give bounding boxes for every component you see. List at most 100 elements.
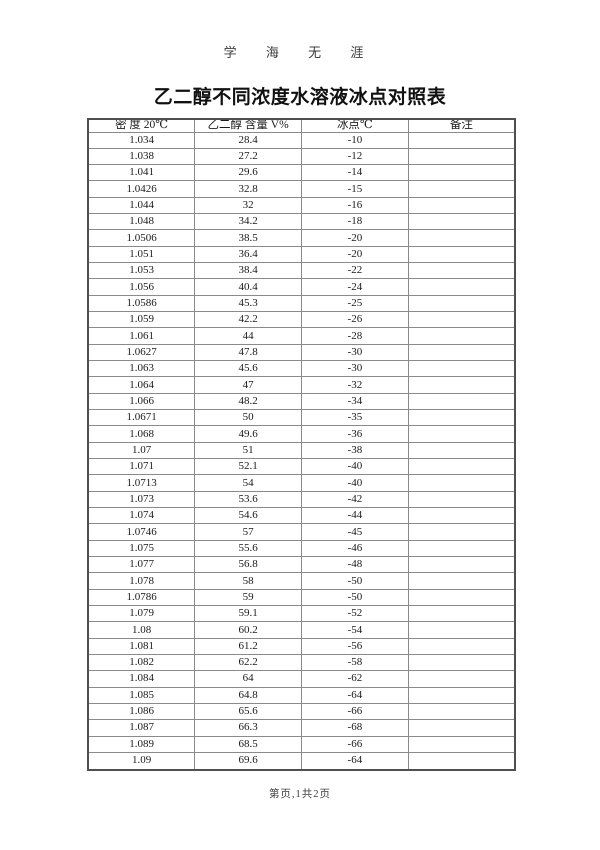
table-cell: 54.6 [194,507,302,525]
table-cell: -40 [301,474,409,492]
table-cell: 65.6 [194,702,302,721]
table-cell: 59 [194,588,302,607]
table-cell: 1.078 [87,572,196,590]
table-row: 1.044 32 -16 [87,196,516,215]
table-row: 1.073 53.6 -42 [87,490,516,509]
table-cell: -62 [301,670,409,688]
page-footer: 第页,1共2页 [268,789,332,800]
table-cell: -26 [301,311,409,329]
table-row: 1.0713 54 -40 [87,474,516,492]
table-cell: -35 [301,409,409,427]
table-cell: 1.089 [87,735,196,753]
table-row: 1.074 54.6 -44 [87,507,516,525]
table-row: 1.087 66.3 -68 [87,719,516,737]
column-header-freezing-point: 冰点℃ [301,118,409,133]
table-cell [407,735,516,753]
table-cell: 32 [194,196,302,215]
freezing-point-table: 密 度 20℃ 乙二醇 含量 V% 冰点℃ 备注 1.034 28.4 -10 1.0… [87,118,516,771]
table-cell: 64 [194,670,302,688]
table-cell: -10 [301,131,409,149]
table-row: 1.038 27.2 -12 [87,147,516,166]
table-cell: -22 [301,262,409,280]
table-cell: 54 [194,474,302,492]
table-cell [407,523,516,541]
table-cell [407,311,516,329]
table-cell [407,343,516,362]
table-cell: 40.4 [194,278,302,296]
table-row: 1.048 34.2 -18 [87,213,516,231]
table-cell: 1.0671 [87,409,196,427]
table-cell: -38 [301,441,409,460]
table-cell [407,294,516,313]
table-cell: 53.6 [194,490,302,509]
table-cell: 1.053 [87,262,196,280]
table-cell: -48 [301,556,409,574]
table-cell: 49.6 [194,425,302,443]
table-cell: 1.077 [87,556,196,574]
table-cell [407,621,516,639]
table-cell: 1.09 [87,751,196,771]
table-cell: 62.2 [194,653,302,672]
table-cell [407,637,516,656]
table-cell: -66 [301,735,409,753]
table-cell [407,539,516,558]
table-cell: 1.086 [87,702,196,721]
table-cell: -46 [301,539,409,558]
table-cell [407,425,516,443]
column-header-density: 密 度 20℃ [87,118,196,133]
table-cell [407,588,516,607]
table-cell: 58 [194,572,302,590]
table-cell: 1.063 [87,360,196,378]
table-cell: 38.5 [194,229,302,247]
table-cell: 44 [194,327,302,345]
table-cell: -20 [301,245,409,264]
table-cell [407,213,516,231]
table-cell: 61.2 [194,637,302,656]
table-row: 1.061 44 -28 [87,327,516,345]
table-body: 1.034 28.4 -10 1.038 27.2 -12 1.041 29.6 -14 1.04… [87,131,516,771]
table-cell: 1.056 [87,278,196,296]
table-cell: -58 [301,653,409,672]
table-cell: 1.0627 [87,343,196,362]
table-cell [407,164,516,182]
table-cell: -40 [301,458,409,476]
table-cell: 64.8 [194,686,302,704]
table-cell: 1.071 [87,458,196,476]
table-cell: -36 [301,425,409,443]
table-cell: -54 [301,621,409,639]
table-row: 1.068 49.6 -36 [87,425,516,443]
table-cell: 42.2 [194,311,302,329]
table-row: 1.0426 32.8 -15 [87,180,516,198]
table-cell: 36.4 [194,245,302,264]
table-cell: -24 [301,278,409,296]
table-cell [407,327,516,345]
table-cell: 1.084 [87,670,196,688]
table-row: 1.064 47 -32 [87,376,516,394]
table-cell: 1.044 [87,196,196,215]
table-cell: 66.3 [194,719,302,737]
table-row: 1.0786 59 -50 [87,588,516,607]
column-header-remarks: 备注 [407,118,516,133]
table-row: 1.08 60.2 -54 [87,621,516,639]
table-cell: 69.6 [194,751,302,771]
table-cell: 1.064 [87,376,196,394]
table-cell: 52.1 [194,458,302,476]
table-cell: 56.8 [194,556,302,574]
table-row: 1.063 45.6 -30 [87,360,516,378]
table-row: 1.066 48.2 -34 [87,392,516,411]
table-cell: -45 [301,523,409,541]
table-cell [407,556,516,574]
table-cell [407,474,516,492]
table-row: 1.081 61.2 -56 [87,637,516,656]
table-cell: 55.6 [194,539,302,558]
table-cell: -56 [301,637,409,656]
table-cell: 1.0786 [87,588,196,607]
table-cell: 1.079 [87,605,196,623]
table-row: 1.059 42.2 -26 [87,311,516,329]
table-cell [407,376,516,394]
table-cell: -32 [301,376,409,394]
table-cell: 47 [194,376,302,394]
table-cell: 45.6 [194,360,302,378]
table-row: 1.082 62.2 -58 [87,653,516,672]
